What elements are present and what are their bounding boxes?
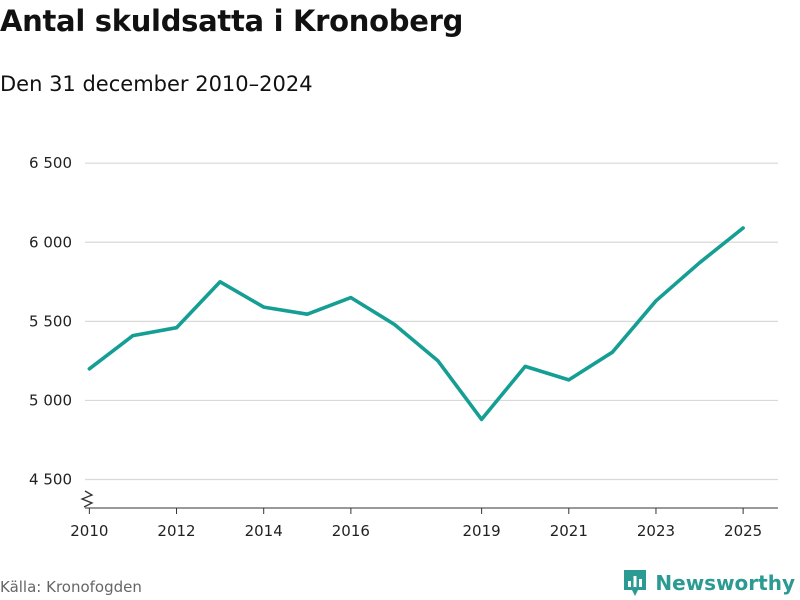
y-tick-label: 4 500	[29, 471, 72, 489]
y-tick-label: 5 000	[29, 391, 72, 409]
y-axis-ticks: 4 500 5 000 5 500 6 000 6 500	[29, 154, 72, 488]
data-point-2017	[393, 323, 396, 326]
series-line-0	[87, 226, 745, 422]
x-tick-label: 2010	[70, 522, 108, 540]
y-tick-label: 6 000	[29, 233, 72, 251]
data-point-2021	[567, 378, 570, 381]
data-point-2023	[654, 299, 657, 302]
x-tick-label: 2014	[245, 522, 283, 540]
data-point-2013	[219, 280, 222, 283]
x-axis	[80, 490, 778, 509]
series	[87, 226, 745, 422]
chart-title: Antal skuldsatta i Kronoberg	[0, 4, 464, 38]
x-tick-label: 2023	[637, 522, 675, 540]
x-tick-label: 2012	[157, 522, 195, 540]
y-tick-label: 6 500	[29, 154, 72, 172]
x-tick-label: 2021	[550, 522, 588, 540]
gridlines	[85, 162, 778, 481]
newsworthy-logo-icon	[624, 570, 647, 596]
data-point-2019	[480, 418, 483, 421]
data-point-2025	[742, 226, 745, 229]
x-tick-label: 2025	[724, 522, 762, 540]
data-point-2016	[349, 296, 352, 299]
data-point-2015	[306, 313, 309, 316]
brand-name: Newsworthy	[655, 571, 795, 595]
data-point-2010	[88, 367, 91, 370]
source-note: Källa: Kronofogden	[0, 578, 142, 596]
data-point-2018	[436, 359, 439, 362]
axis-break-icon	[80, 490, 94, 508]
x-tick-label: 2016	[332, 522, 370, 540]
data-point-2012	[175, 326, 178, 329]
x-tick-label: 2019	[463, 522, 501, 540]
chart-subtitle: Den 31 december 2010–2024	[0, 72, 313, 96]
data-point-2022	[611, 351, 614, 354]
x-axis-ticks: 2010 2012 2014 2016 2019 2021 2023 2025	[70, 508, 762, 540]
brand-logo: Newsworthy	[622, 568, 795, 598]
y-tick-label: 5 500	[29, 312, 72, 330]
data-point-2011	[131, 334, 134, 337]
data-point-2024	[698, 261, 701, 264]
data-point-2020	[524, 365, 527, 368]
data-point-2014	[262, 306, 265, 309]
